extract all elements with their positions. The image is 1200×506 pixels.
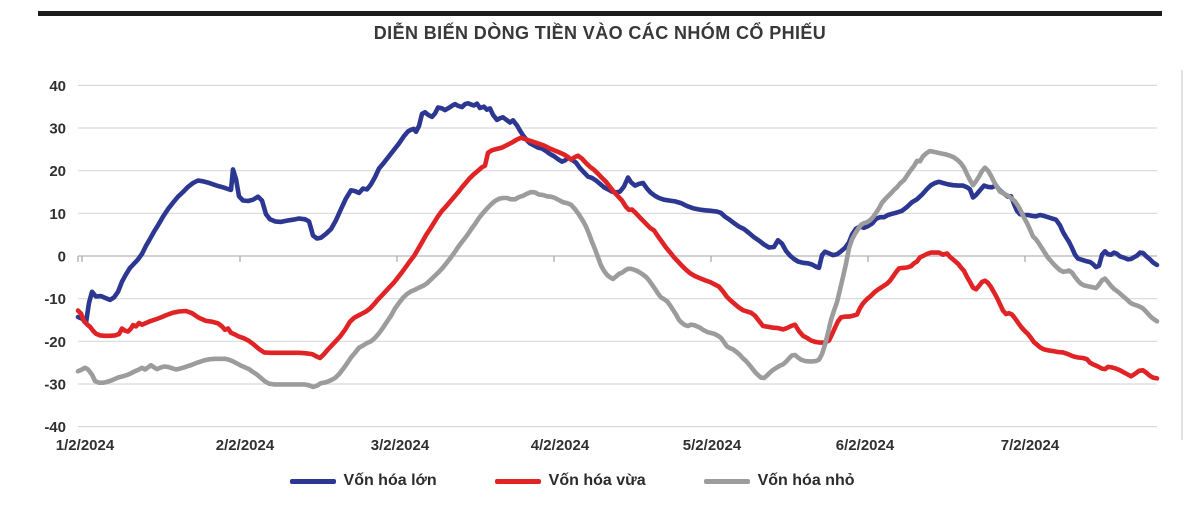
legend-label-mid-cap: Vốn hóa vừa	[548, 472, 646, 489]
series-mid-cap-line	[75, 135, 1160, 381]
y-axis-tick-label: 0	[58, 249, 66, 266]
x-axis-tick-label: 5/2/2024	[683, 437, 742, 454]
x-axis-tick-label: 1/2/2024	[56, 437, 115, 454]
top-divider-rule	[38, 11, 1162, 16]
chart-legend: Vốn hóa lớn Vốn hóa vừa Vốn hóa nhỏ	[0, 472, 1172, 490]
legend-swatch-large-cap	[289, 478, 336, 484]
y-axis-tick-label: -30	[44, 376, 66, 393]
x-axis-tick-label: 2/2/2024	[216, 437, 275, 454]
y-axis-tick-label: 20	[49, 163, 66, 180]
x-axis-tick-label: 7/2/2024	[1001, 437, 1060, 454]
legend-swatch-mid-cap	[494, 478, 541, 484]
y-axis-tick-label: 30	[49, 121, 66, 138]
y-axis-tick-label: -10	[44, 291, 66, 308]
x-axis-tick-label: 6/2/2024	[836, 437, 895, 454]
legend-label-large-cap: Vốn hóa lớn	[343, 472, 437, 489]
y-axis-tick-label: 10	[49, 206, 66, 223]
legend-item-small-cap: Vốn hóa nhỏ	[703, 472, 855, 490]
y-axis-tick-label: -20	[44, 334, 66, 351]
legend-swatch-small-cap	[703, 478, 750, 484]
y-axis-tick-label: -40	[44, 419, 66, 436]
legend-item-mid-cap: Vốn hóa vừa	[494, 472, 646, 490]
chart-title: DIỄN BIẾN DÒNG TIỀN VÀO CÁC NHÓM CỔ PHIẾ…	[373, 23, 827, 43]
y-axis-tick-label: 40	[49, 78, 66, 95]
x-axis-tick-label: 3/2/2024	[371, 437, 430, 454]
legend-label-small-cap: Vốn hóa nhỏ	[757, 472, 855, 489]
x-axis-tick-label: 4/2/2024	[531, 437, 590, 454]
legend-item-large-cap: Vốn hóa lớn	[289, 472, 437, 490]
series-small-cap-line	[75, 148, 1160, 390]
